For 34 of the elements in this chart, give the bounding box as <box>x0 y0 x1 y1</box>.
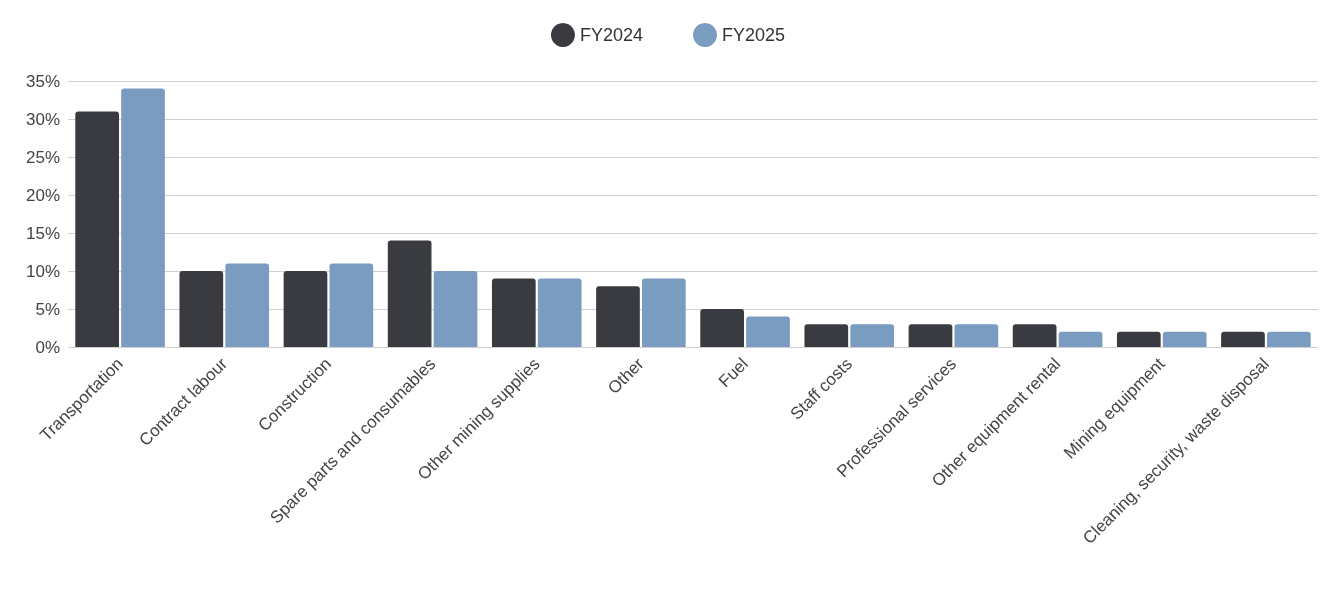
legend-label: FY2025 <box>722 25 786 45</box>
bar <box>1058 331 1103 347</box>
bar <box>387 240 432 347</box>
bar <box>1221 331 1265 347</box>
bar <box>75 111 119 347</box>
bar <box>1116 331 1161 347</box>
y-tick-label: 25% <box>25 147 60 167</box>
bar <box>954 324 999 347</box>
bar <box>537 278 582 347</box>
legend-label: FY2024 <box>579 25 643 45</box>
bar <box>329 263 374 347</box>
bar <box>1012 324 1057 347</box>
bar <box>179 271 224 347</box>
y-tick-label: 15% <box>25 223 60 243</box>
bar <box>596 286 640 347</box>
bar <box>642 278 686 347</box>
y-tick-label: 5% <box>35 299 60 319</box>
bar <box>1267 331 1311 347</box>
y-tick-label: 10% <box>25 261 60 281</box>
bar <box>225 263 270 347</box>
bar <box>121 88 165 347</box>
bar <box>283 271 328 347</box>
y-tick-label: 20% <box>25 185 60 205</box>
bar <box>804 324 849 347</box>
bar <box>491 278 536 347</box>
bar <box>433 271 478 347</box>
bar <box>746 316 790 347</box>
bar <box>1162 331 1207 347</box>
bar <box>908 324 953 347</box>
y-tick-label: 30% <box>25 109 60 129</box>
bar <box>850 324 895 347</box>
y-tick-label: 35% <box>25 71 60 91</box>
bar <box>700 309 744 347</box>
y-tick-label: 0% <box>35 337 60 357</box>
